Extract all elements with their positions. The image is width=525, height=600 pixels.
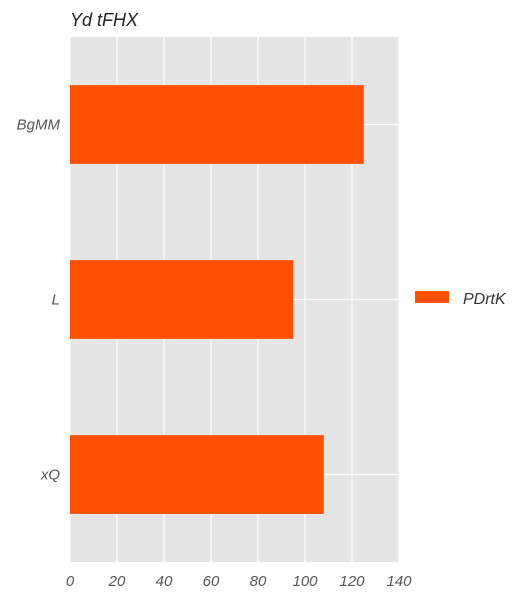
x-tick-label: 140 bbox=[386, 573, 412, 590]
x-tick-label: 40 bbox=[156, 573, 173, 590]
legend-swatch bbox=[415, 291, 449, 303]
x-axis-tick-labels: 0 20 40 60 80 100 120 140 bbox=[66, 573, 412, 590]
x-tick-label: 20 bbox=[108, 573, 126, 590]
bar-xQ bbox=[70, 435, 324, 514]
y-tick-label: L bbox=[52, 292, 60, 309]
x-tick-label: 100 bbox=[292, 573, 318, 590]
x-tick-label: 80 bbox=[250, 573, 267, 590]
bar-L bbox=[70, 260, 294, 339]
chart-title: Yd tFHX bbox=[70, 10, 139, 30]
y-tick-label: xQ bbox=[40, 467, 61, 484]
y-axis-tick-labels: BgMM LxQ bbox=[17, 117, 61, 484]
x-tick-label: 120 bbox=[339, 573, 365, 590]
legend-label: PDrtK bbox=[463, 291, 507, 308]
x-tick-label: 0 bbox=[66, 573, 75, 590]
y-tick-label: BgMM bbox=[17, 117, 61, 134]
x-tick-label: 60 bbox=[203, 573, 220, 590]
bar-BgMM bbox=[70, 85, 364, 164]
bars bbox=[70, 85, 364, 514]
legend: PDrtK bbox=[415, 291, 507, 308]
